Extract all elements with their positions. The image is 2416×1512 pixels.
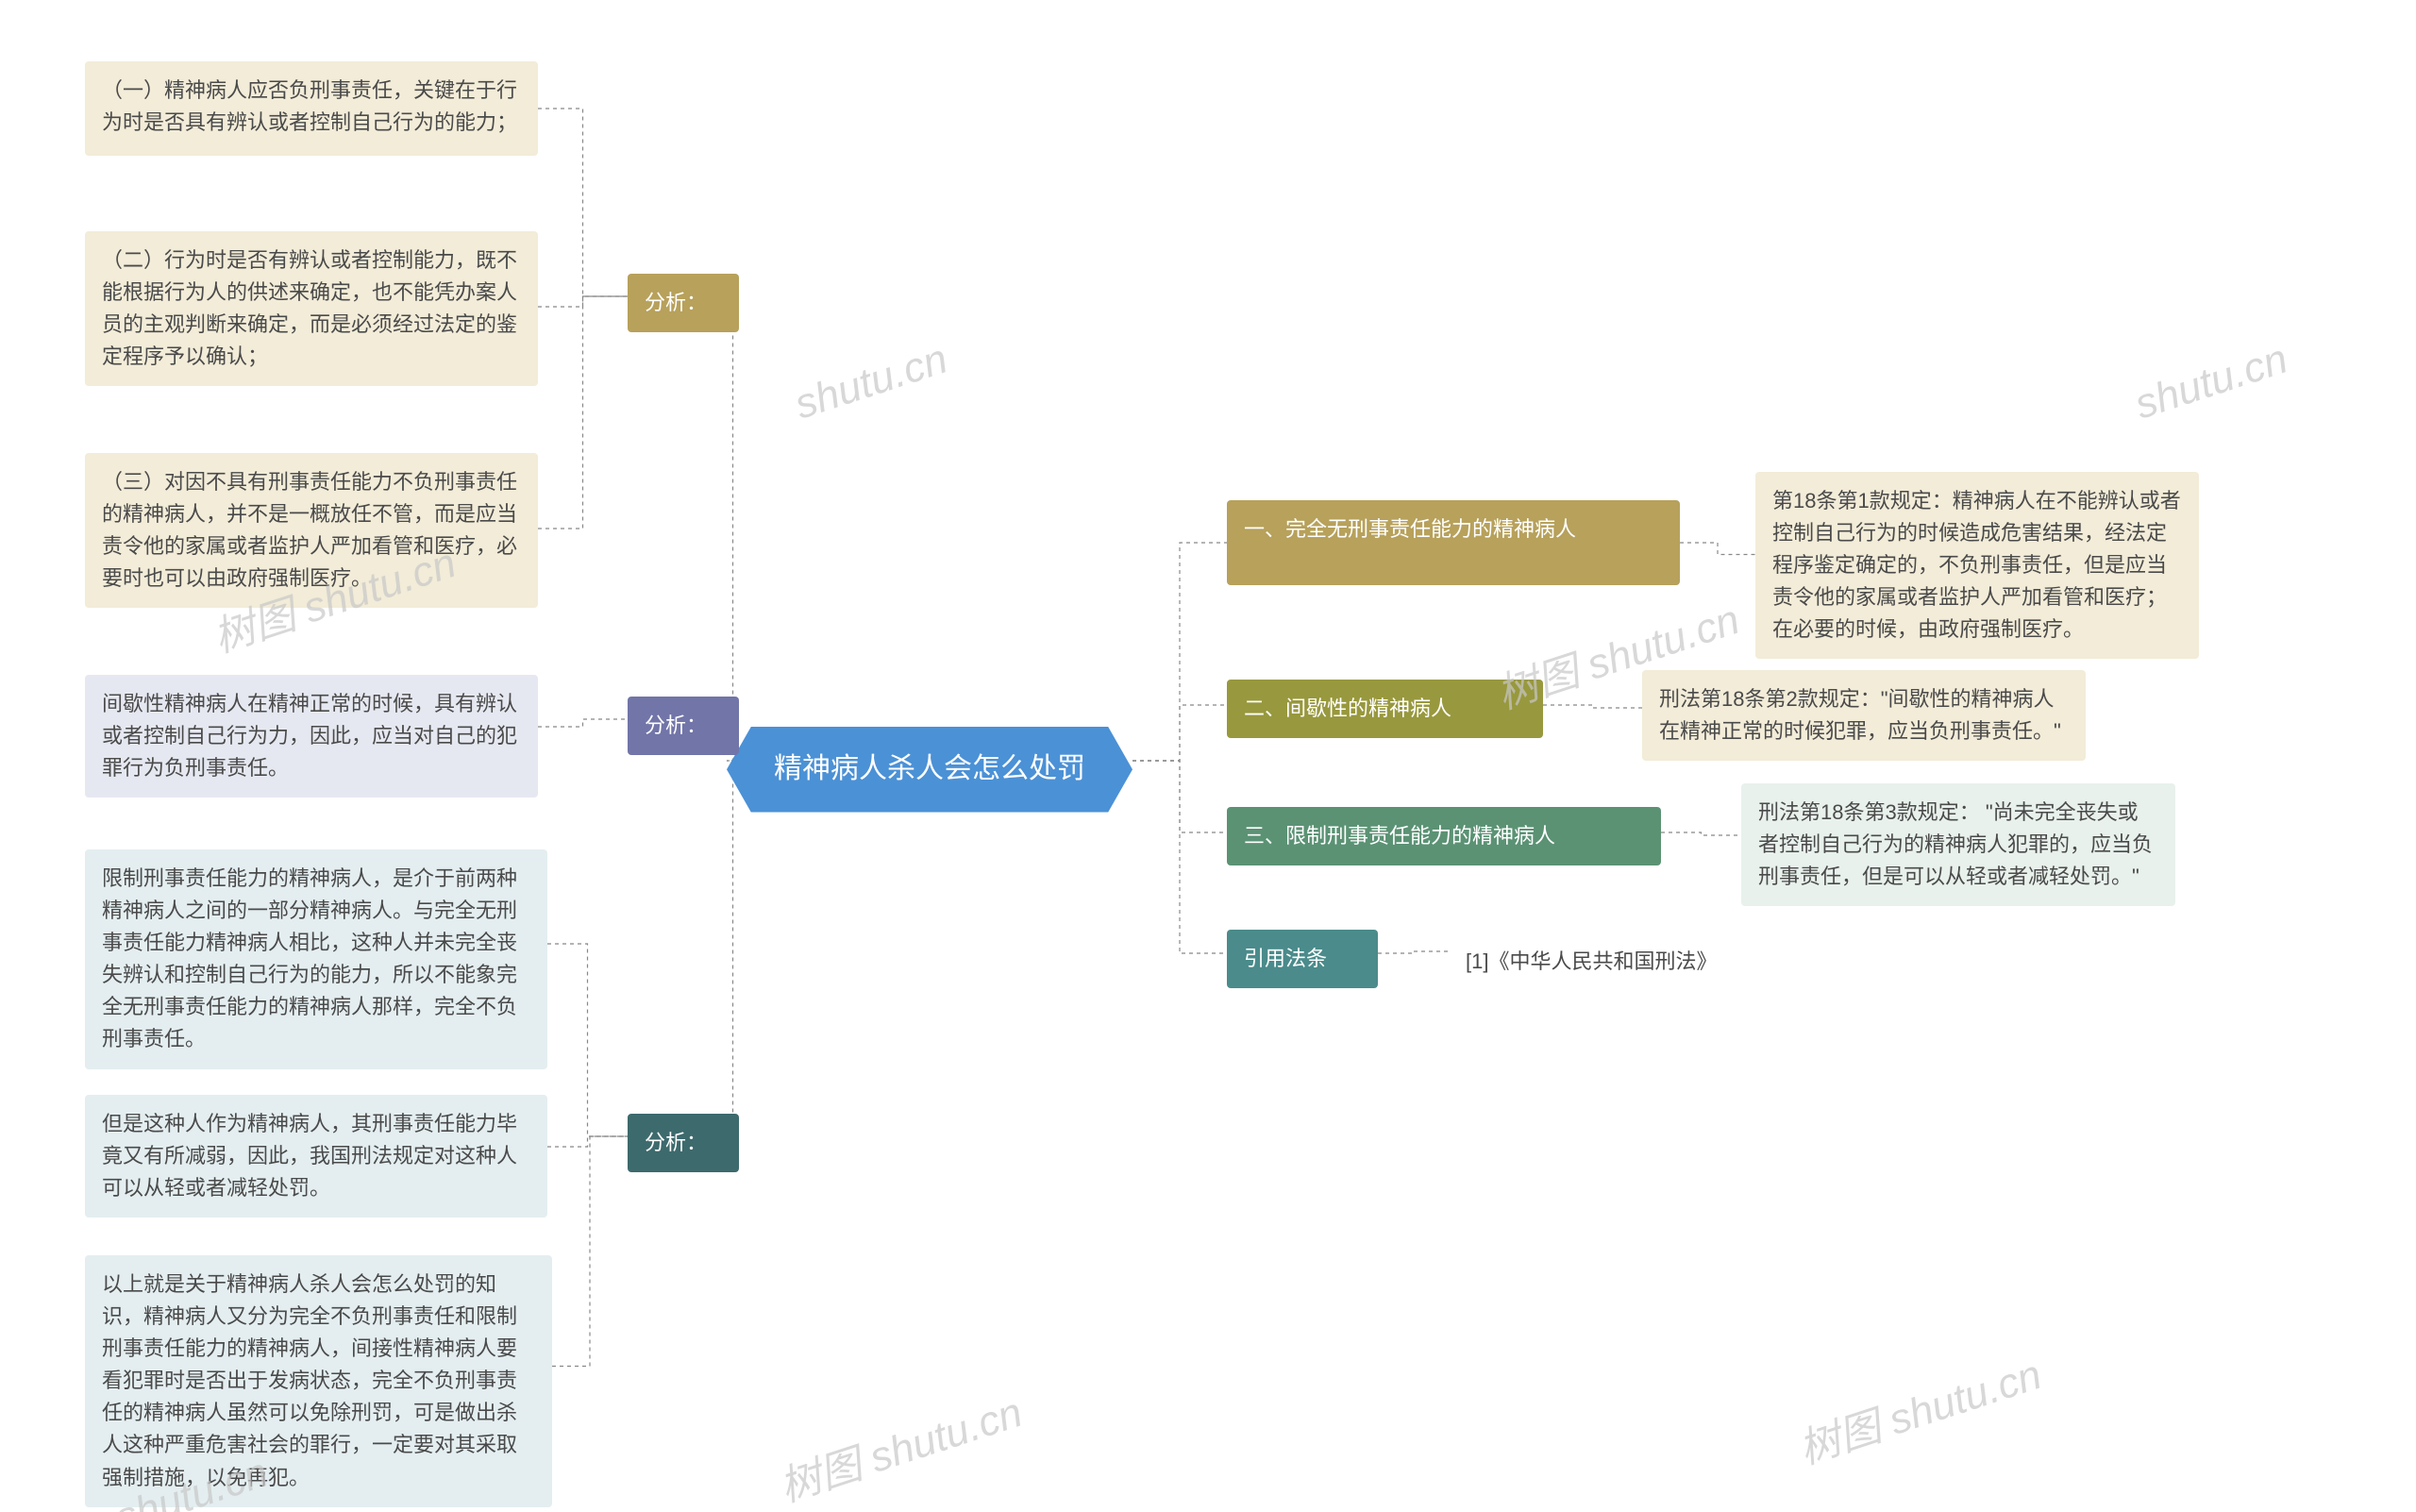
watermark: 树图 shutu.cn	[771, 1378, 1029, 1512]
right-branch-1[interactable]: 二、间歇性的精神病人	[1227, 680, 1543, 738]
left-leaf-2-0: 限制刑事责任能力的精神病人，是介于前两种精神病人之间的一部分精神病人。与完全无刑…	[85, 849, 547, 1069]
left-leaf-2-1: 但是这种人作为精神病人，其刑事责任能力毕竟又有所减弱，因此，我国刑法规定对这种人…	[85, 1095, 547, 1218]
left-leaf-2-2: 以上就是关于精神病人杀人会怎么处罚的知识，精神病人又分为完全不负刑事责任和限制刑…	[85, 1255, 552, 1507]
left-leaf-0-2: （三）对因不具有刑事责任能力不负刑事责任的精神病人，并不是一概放任不管，而是应当…	[85, 453, 538, 608]
right-leaf-1: 刑法第18条第2款规定："间歇性的精神病人在精神正常的时候犯罪，应当负刑事责任。…	[1642, 670, 2086, 761]
right-branch-0[interactable]: 一、完全无刑事责任能力的精神病人	[1227, 500, 1680, 585]
right-branch-3[interactable]: 引用法条	[1227, 930, 1378, 988]
watermark: shutu.cn	[2129, 336, 2293, 429]
right-branch-2[interactable]: 三、限制刑事责任能力的精神病人	[1227, 807, 1661, 865]
root-node[interactable]: 精神病人杀人会怎么处罚	[727, 727, 1132, 813]
left-leaf-0-1: （二）行为时是否有辨认或者控制能力，既不能根据行为人的供述来确定，也不能凭办案人…	[85, 231, 538, 386]
watermark: 树图 shutu.cn	[1790, 1340, 2048, 1475]
right-leaf-2: 刑法第18条第3款规定： "尚未完全丧失或者控制自己行为的精神病人犯罪的，应当负…	[1741, 783, 2175, 906]
left-branch-2[interactable]: 分析：	[628, 1114, 739, 1172]
mindmap-canvas: 精神病人杀人会怎么处罚 一、完全无刑事责任能力的精神病人第18条第1款规定：精神…	[0, 0, 2416, 1512]
left-branch-1[interactable]: 分析：	[628, 697, 739, 755]
left-branch-0[interactable]: 分析：	[628, 274, 739, 332]
right-leaf-0: 第18条第1款规定：精神病人在不能辨认或者控制自己行为的时候造成危害结果，经法定…	[1755, 472, 2199, 659]
watermark: shutu.cn	[789, 336, 953, 429]
left-leaf-0-0: （一）精神病人应否负刑事责任，关键在于行为时是否具有辨认或者控制自己行为的能力；	[85, 61, 538, 156]
left-leaf-1-0: 间歇性精神病人在精神正常的时候，具有辨认或者控制自己行为力，因此，应当对自己的犯…	[85, 675, 538, 798]
right-leaf-3: [1]《中华人民共和国刑法》	[1449, 932, 1788, 991]
